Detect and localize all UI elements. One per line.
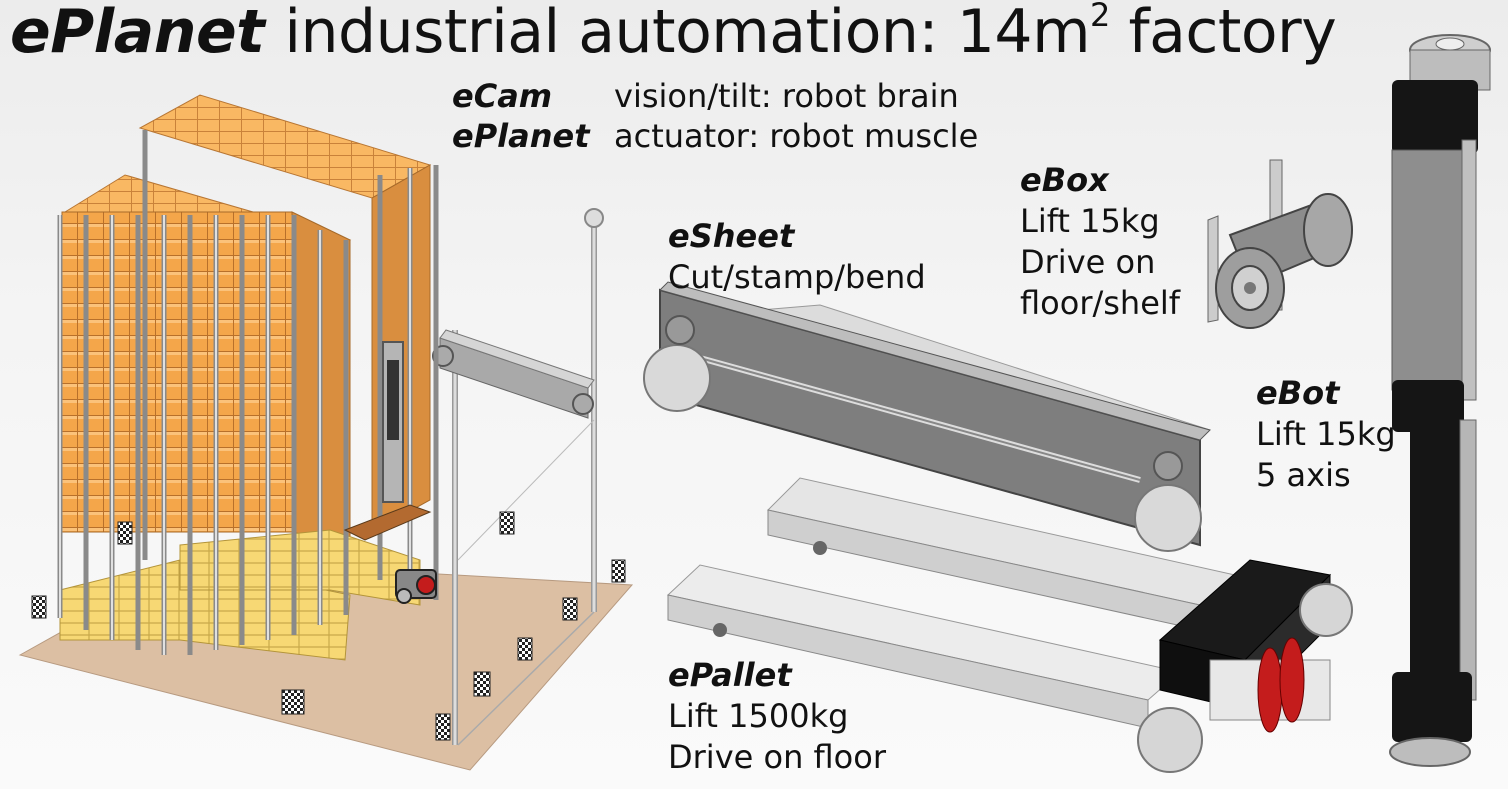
esheet-illustration [643,281,1211,552]
title-text-end: factory [1109,0,1337,67]
ebox-line: floor/shelf [1020,284,1181,322]
subtitle-name: ePlanet [452,117,590,155]
epallet-illustration [666,477,1353,773]
epallet-name: ePallet [668,656,792,694]
title-superscript: 2 [1090,0,1110,34]
ebox-line: Drive on [1020,243,1156,281]
ebot-name: eBot [1256,374,1340,412]
subtitle-role: vision/tilt: robot brain [614,77,959,115]
ebox-name: eBox [1020,161,1109,199]
title-text: industrial automation: 14m [284,0,1091,67]
ebox-line: Lift 15kg [1020,202,1160,240]
warehouse-illustration [18,94,634,771]
esheet-name: eSheet [668,217,795,255]
ebot-illustration [1389,34,1491,767]
ebot-label: eBot Lift 15kg 5 axis [1256,373,1396,496]
ebox-illustration [1207,159,1353,329]
subtitle-ecam: eCam vision/tilt: robot brain [452,77,959,115]
subtitle-role: actuator: robot muscle [614,117,979,155]
esheet-label: eSheet Cut/stamp/bend [668,216,926,298]
epallet-label: ePallet Lift 1500kg Drive on floor [668,655,886,778]
subtitle-name: eCam [452,77,553,115]
ebox-label: eBox Lift 15kg Drive on floor/shelf [1020,160,1180,324]
subtitle-eplanet: ePlanet actuator: robot muscle [452,117,978,155]
epallet-line: Drive on floor [668,738,886,776]
page-title: ePlanet industrial automation: 14m2 facto… [10,0,1337,67]
epallet-line: Lift 1500kg [668,697,849,735]
ebot-line: 5 axis [1256,456,1351,494]
ebot-line: Lift 15kg [1256,415,1396,453]
title-brand: ePlanet [10,0,265,67]
esheet-line: Cut/stamp/bend [668,258,926,296]
